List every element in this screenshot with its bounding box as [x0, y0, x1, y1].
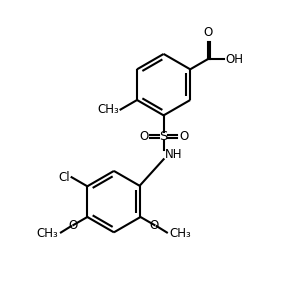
Text: O: O — [179, 130, 188, 143]
Text: O: O — [69, 218, 78, 232]
Text: NH: NH — [165, 148, 183, 161]
Text: O: O — [139, 130, 148, 143]
Text: CH₃: CH₃ — [36, 226, 58, 240]
Text: CH₃: CH₃ — [170, 226, 192, 240]
Text: O: O — [150, 218, 159, 232]
Text: S: S — [159, 130, 168, 143]
Text: Cl: Cl — [58, 171, 70, 184]
Text: O: O — [203, 27, 212, 39]
Text: CH₃: CH₃ — [97, 103, 119, 116]
Text: OH: OH — [225, 52, 243, 66]
